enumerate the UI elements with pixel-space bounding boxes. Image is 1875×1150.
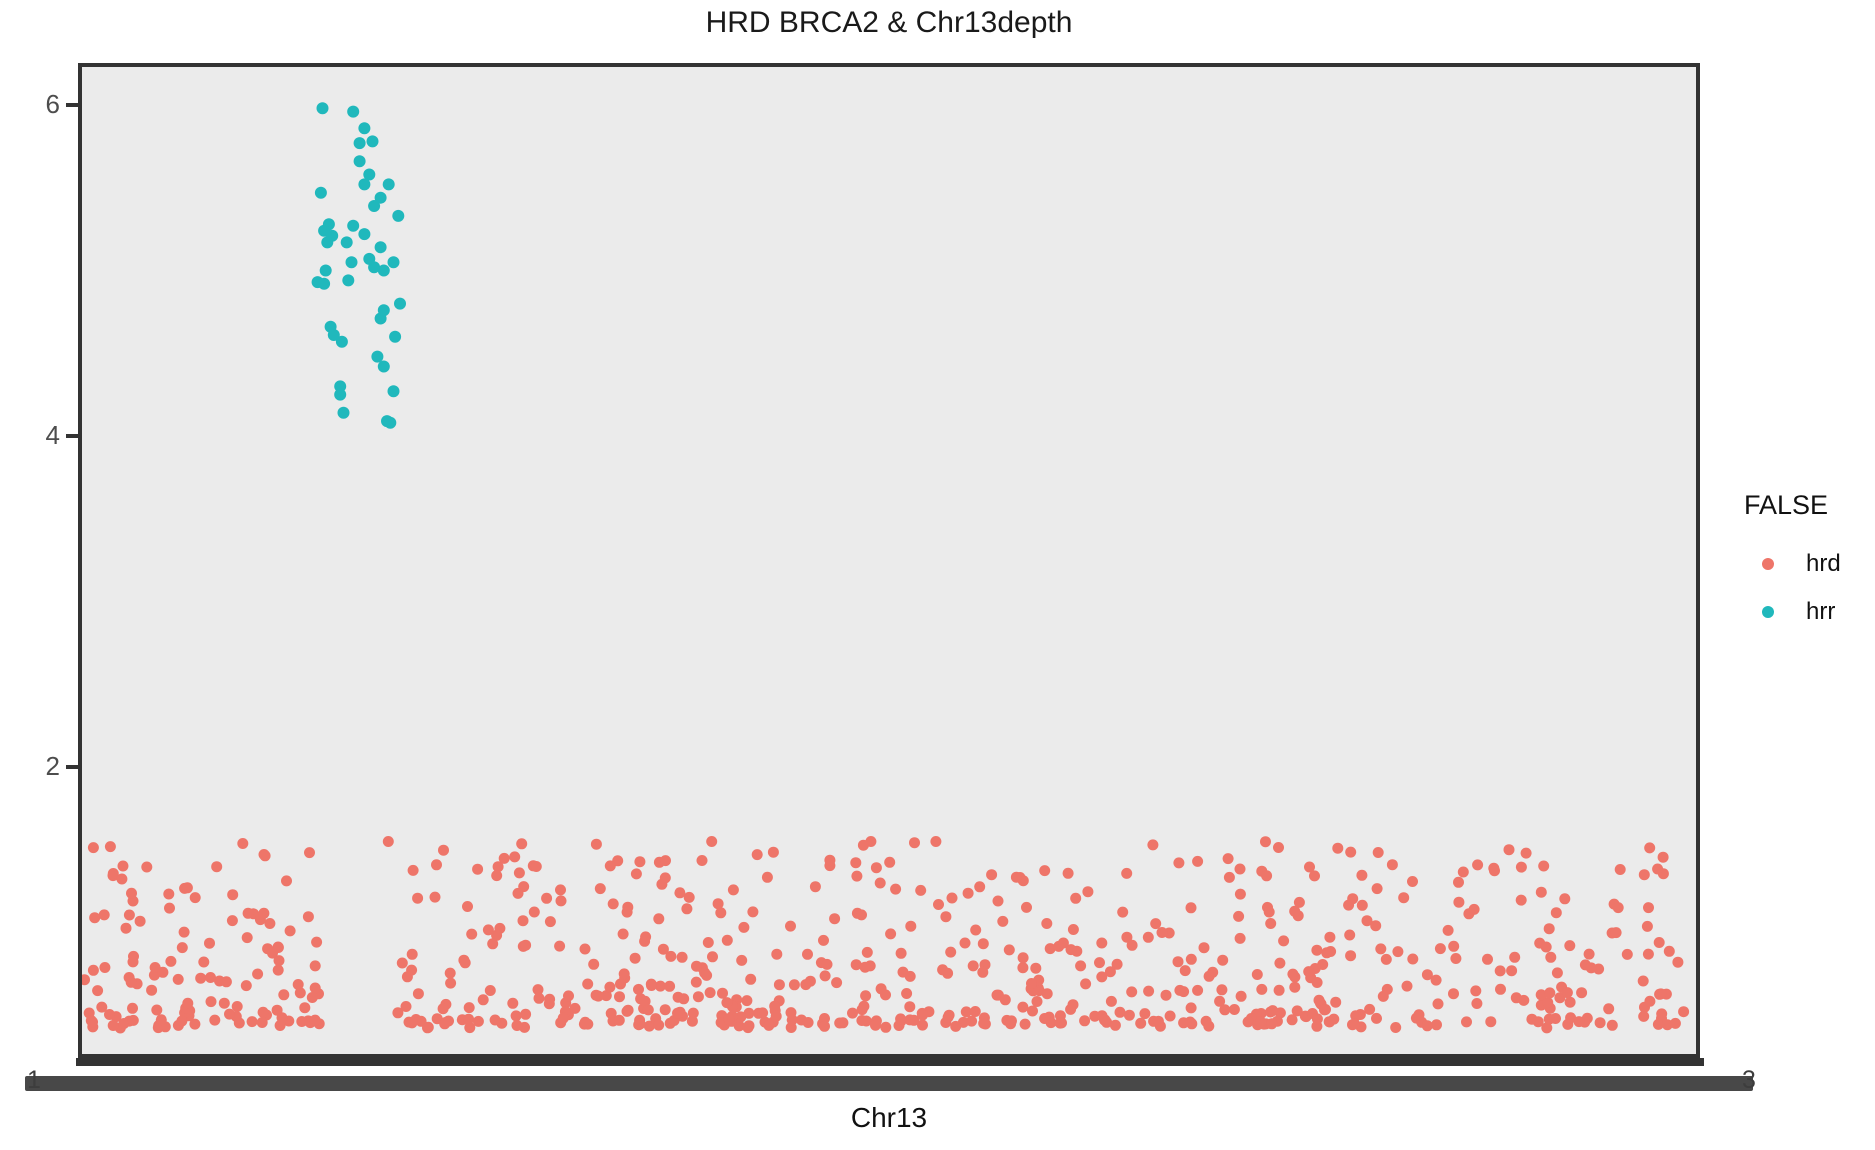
legend: FALSE hrd hrr — [1744, 490, 1874, 645]
legend-label-hrr: hrr — [1806, 598, 1836, 625]
hrd-legend-dot-icon — [1762, 558, 1774, 570]
plot-panel — [78, 63, 1700, 1058]
y-tick-mark — [66, 765, 78, 769]
x-first-tick-digit: 1 — [27, 1066, 41, 1094]
y-tick-label: 6 — [45, 89, 60, 119]
legend-title: FALSE — [1744, 490, 1829, 520]
x-axis-tick-band — [76, 1058, 1704, 1066]
legend-item-hrd: hrd — [1744, 549, 1874, 579]
hrd-points-group — [82, 836, 1690, 1034]
y-tick-label: 4 — [45, 420, 60, 450]
x-last-tick-digit: 3 — [1742, 1066, 1756, 1094]
x-tick-labels-overlap-bar — [25, 1076, 1753, 1091]
hrr-legend-dot-icon — [1762, 606, 1774, 618]
y-tick-mark — [66, 434, 78, 438]
legend-label-hrd: hrd — [1806, 550, 1841, 577]
y-tick-label: 2 — [45, 751, 60, 781]
y-tick-mark — [66, 103, 78, 107]
hrr-points-group — [311, 102, 406, 429]
legend-item-hrr: hrr — [1744, 597, 1874, 627]
chart-canvas — [82, 102, 1690, 1034]
x-axis-title: Chr13 — [850, 1102, 928, 1133]
chart-title: HRD BRCA2 & Chr13depth — [705, 6, 1073, 39]
